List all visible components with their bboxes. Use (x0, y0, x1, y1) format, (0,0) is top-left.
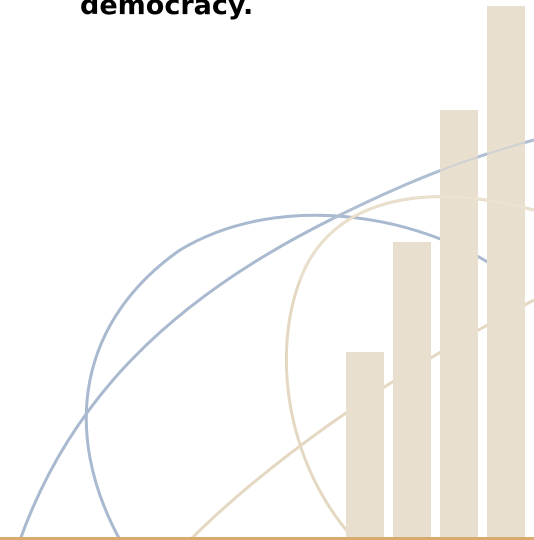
bar-2 (393, 242, 431, 538)
baseline-rule (0, 537, 534, 540)
blue-arc-loop (84, 213, 501, 540)
headline-text: democracy. (80, 0, 254, 21)
tan-arc-over (299, 195, 534, 281)
bar-3 (440, 110, 478, 538)
bar-1 (346, 352, 384, 538)
bar-4 (487, 6, 525, 538)
blue-arc-over (329, 139, 534, 221)
